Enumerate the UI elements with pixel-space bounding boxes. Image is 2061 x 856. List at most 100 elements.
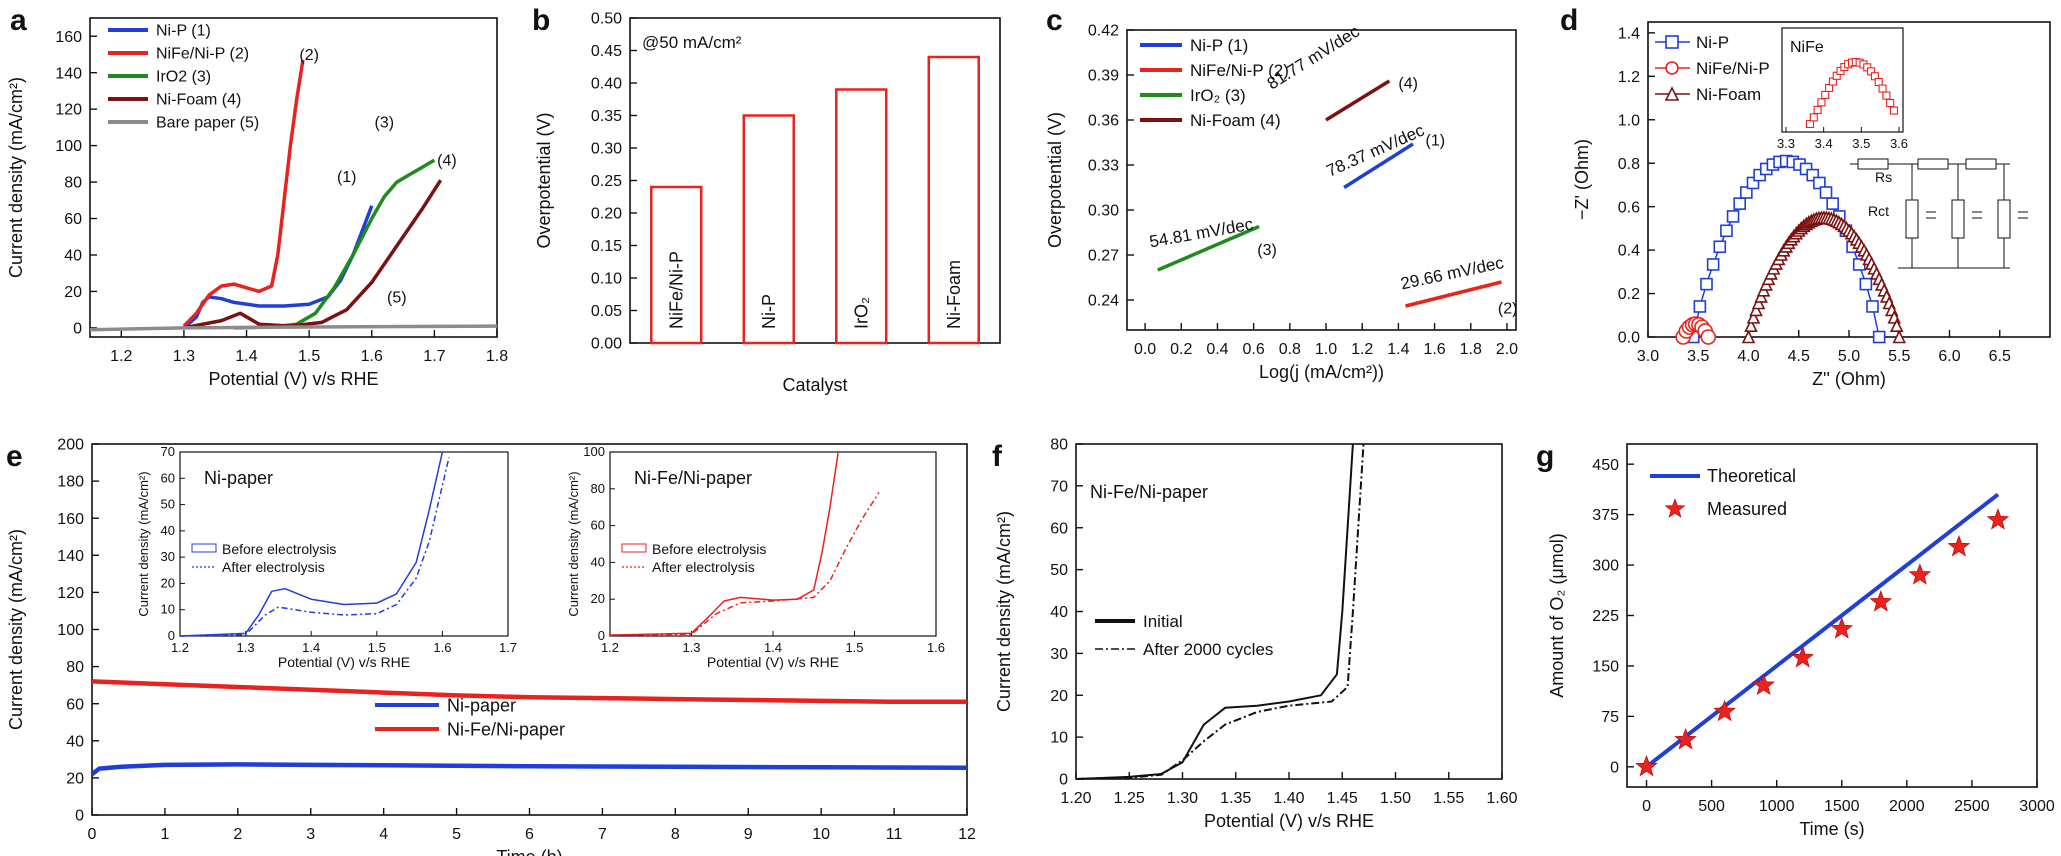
y-tick-label: 0.6 <box>1618 199 1640 216</box>
panel-letter-e: e <box>6 440 23 473</box>
panel-letter-f: f <box>992 440 1003 473</box>
data-point <box>1733 197 1747 210</box>
legend-label: IrO2 (3) <box>156 69 211 86</box>
data-point <box>1664 498 1686 518</box>
y-tick-label: 0 <box>1610 759 1619 776</box>
inset-x-tick-label: 1.5 <box>368 640 386 655</box>
y-tick-label: 30 <box>1050 646 1068 663</box>
inset-x-tick-label: 1.7 <box>499 640 517 655</box>
inset-legend-label: Before electrolysis <box>222 541 336 557</box>
data-point <box>1908 563 1932 585</box>
x-tick-label: 1500 <box>1824 798 1860 815</box>
data-point <box>1859 277 1873 291</box>
x-tick-label: 5 <box>452 826 461 843</box>
bar <box>835 88 888 345</box>
legend-label: Ni-Fe/Ni-paper <box>447 719 565 739</box>
data-point <box>1700 329 1717 345</box>
inset-title: NiFe <box>1790 39 1824 56</box>
x-axis-label: Time (s) <box>1799 819 1864 839</box>
bar-category-label: Ni-P <box>759 294 779 329</box>
data-point <box>1726 210 1740 223</box>
data-point <box>1713 699 1736 722</box>
inset-legend-label: After electrolysis <box>652 559 755 575</box>
y-tick-label: 75 <box>1601 709 1619 726</box>
y-tick-label: 0.10 <box>591 271 622 288</box>
y-axis-label: Current density (mA/cm²) <box>6 77 26 278</box>
x-tick-label: 1.60 <box>1486 790 1517 807</box>
plot-frame <box>89 17 498 338</box>
legend-label: Ni-Foam (4) <box>1190 111 1281 130</box>
series-line <box>1157 224 1260 272</box>
y-tick-label: 40 <box>1050 604 1068 621</box>
y-tick-label: 1.4 <box>1618 25 1640 42</box>
plot-frame <box>1126 29 1517 331</box>
data-point <box>1740 186 1753 199</box>
inset-1: 1.2 1.3 1.4 1.5 1.6 1.7 0 10 20 30 40 50 60 70 Potenti… <box>136 444 517 670</box>
legend-label: Ni-P (1) <box>156 23 211 40</box>
data-point <box>1674 728 1697 750</box>
x-tick-label: 11 <box>886 826 903 843</box>
bar <box>742 114 795 345</box>
x-tick-label: 6.0 <box>1938 348 1960 365</box>
bar-category-label: IrO₂ <box>851 297 871 329</box>
inset-x-tick-label: 1.5 <box>845 640 863 655</box>
data-point <box>1806 168 1820 182</box>
y-axis-label: −Z' (Ohm) <box>1572 139 1592 220</box>
y-axis-label: Overpotential (V) <box>534 112 554 248</box>
inset-frame <box>179 451 509 637</box>
slope-label: 81.77 mV/dec <box>1264 21 1363 93</box>
inset-x-tick-label: 3.3 <box>1777 136 1795 151</box>
inset-legend-label: After electrolysis <box>222 559 325 575</box>
inset-y-tick-label: 70 <box>161 444 175 459</box>
inset-x-tick-label: 3.4 <box>1815 136 1833 151</box>
inset-data-point <box>1821 90 1830 100</box>
y-tick-label: 0.05 <box>591 303 622 320</box>
inset-x-tick-label: 3.6 <box>1890 136 1908 151</box>
y-tick-label: 0.42 <box>1088 23 1119 40</box>
circuit-resistor <box>1905 199 1919 239</box>
y-tick-label: 0.0 <box>1618 330 1640 347</box>
x-axis-label: Potential (V) v/s RHE <box>1204 811 1374 831</box>
y-tick-label: 225 <box>1592 608 1619 625</box>
panel-letter-c: c <box>1046 4 1063 37</box>
inset-title: Ni-Fe/Ni-paper <box>634 468 752 488</box>
inset-frame <box>1781 27 1904 133</box>
legend-label: Ni-P <box>1696 33 1729 52</box>
data-point <box>1819 186 1833 199</box>
data-point <box>1749 302 1763 317</box>
y-tick-label: 0.15 <box>591 238 622 255</box>
y-tick-label: 100 <box>57 622 84 639</box>
x-tick-label: 0.0 <box>1134 341 1156 358</box>
x-tick-label: 0.4 <box>1206 341 1228 358</box>
y-tick-label: 1.2 <box>1618 69 1640 86</box>
y-tick-label: 0.4 <box>1618 243 1640 260</box>
series-number-label: (4) <box>437 153 457 170</box>
inset-x-tick-label: 1.3 <box>682 640 700 655</box>
y-tick-label: 60 <box>66 696 84 713</box>
inset-series-line <box>179 451 444 637</box>
inset-x-tick-label: 1.2 <box>171 640 189 655</box>
circuit-label-rs: Rs <box>1875 169 1892 185</box>
series-line <box>1405 280 1502 308</box>
slope-label: 54.81 mV/dec <box>1148 214 1255 251</box>
x-tick-label: 5.0 <box>1838 348 1860 365</box>
circuit-resistor <box>1857 158 1889 170</box>
series-number-label: (1) <box>337 169 357 186</box>
y-tick-label: 20 <box>1050 688 1068 705</box>
inset-x-tick-label: 1.3 <box>237 640 255 655</box>
y-axis-label: Current density (mA/cm²) <box>6 529 26 730</box>
x-tick-label: 1.20 <box>1060 790 1091 807</box>
data-point <box>1744 318 1758 333</box>
inset-y-tick-label: 30 <box>161 549 175 564</box>
y-tick-label: 0.35 <box>591 108 622 125</box>
data-point <box>1706 258 1720 271</box>
y-tick-label: 0.00 <box>591 336 622 353</box>
x-tick-label: 2.0 <box>1496 341 1518 358</box>
inset-data-point <box>1878 84 1887 93</box>
x-tick-label: 1.55 <box>1433 790 1464 807</box>
inset-y-tick-label: 40 <box>161 523 175 538</box>
panel-letter-a: a <box>10 4 27 37</box>
y-tick-label: 0.2 <box>1618 286 1640 303</box>
y-tick-label: 0.30 <box>591 141 622 158</box>
inset-legend-label: Before electrolysis <box>652 541 766 557</box>
